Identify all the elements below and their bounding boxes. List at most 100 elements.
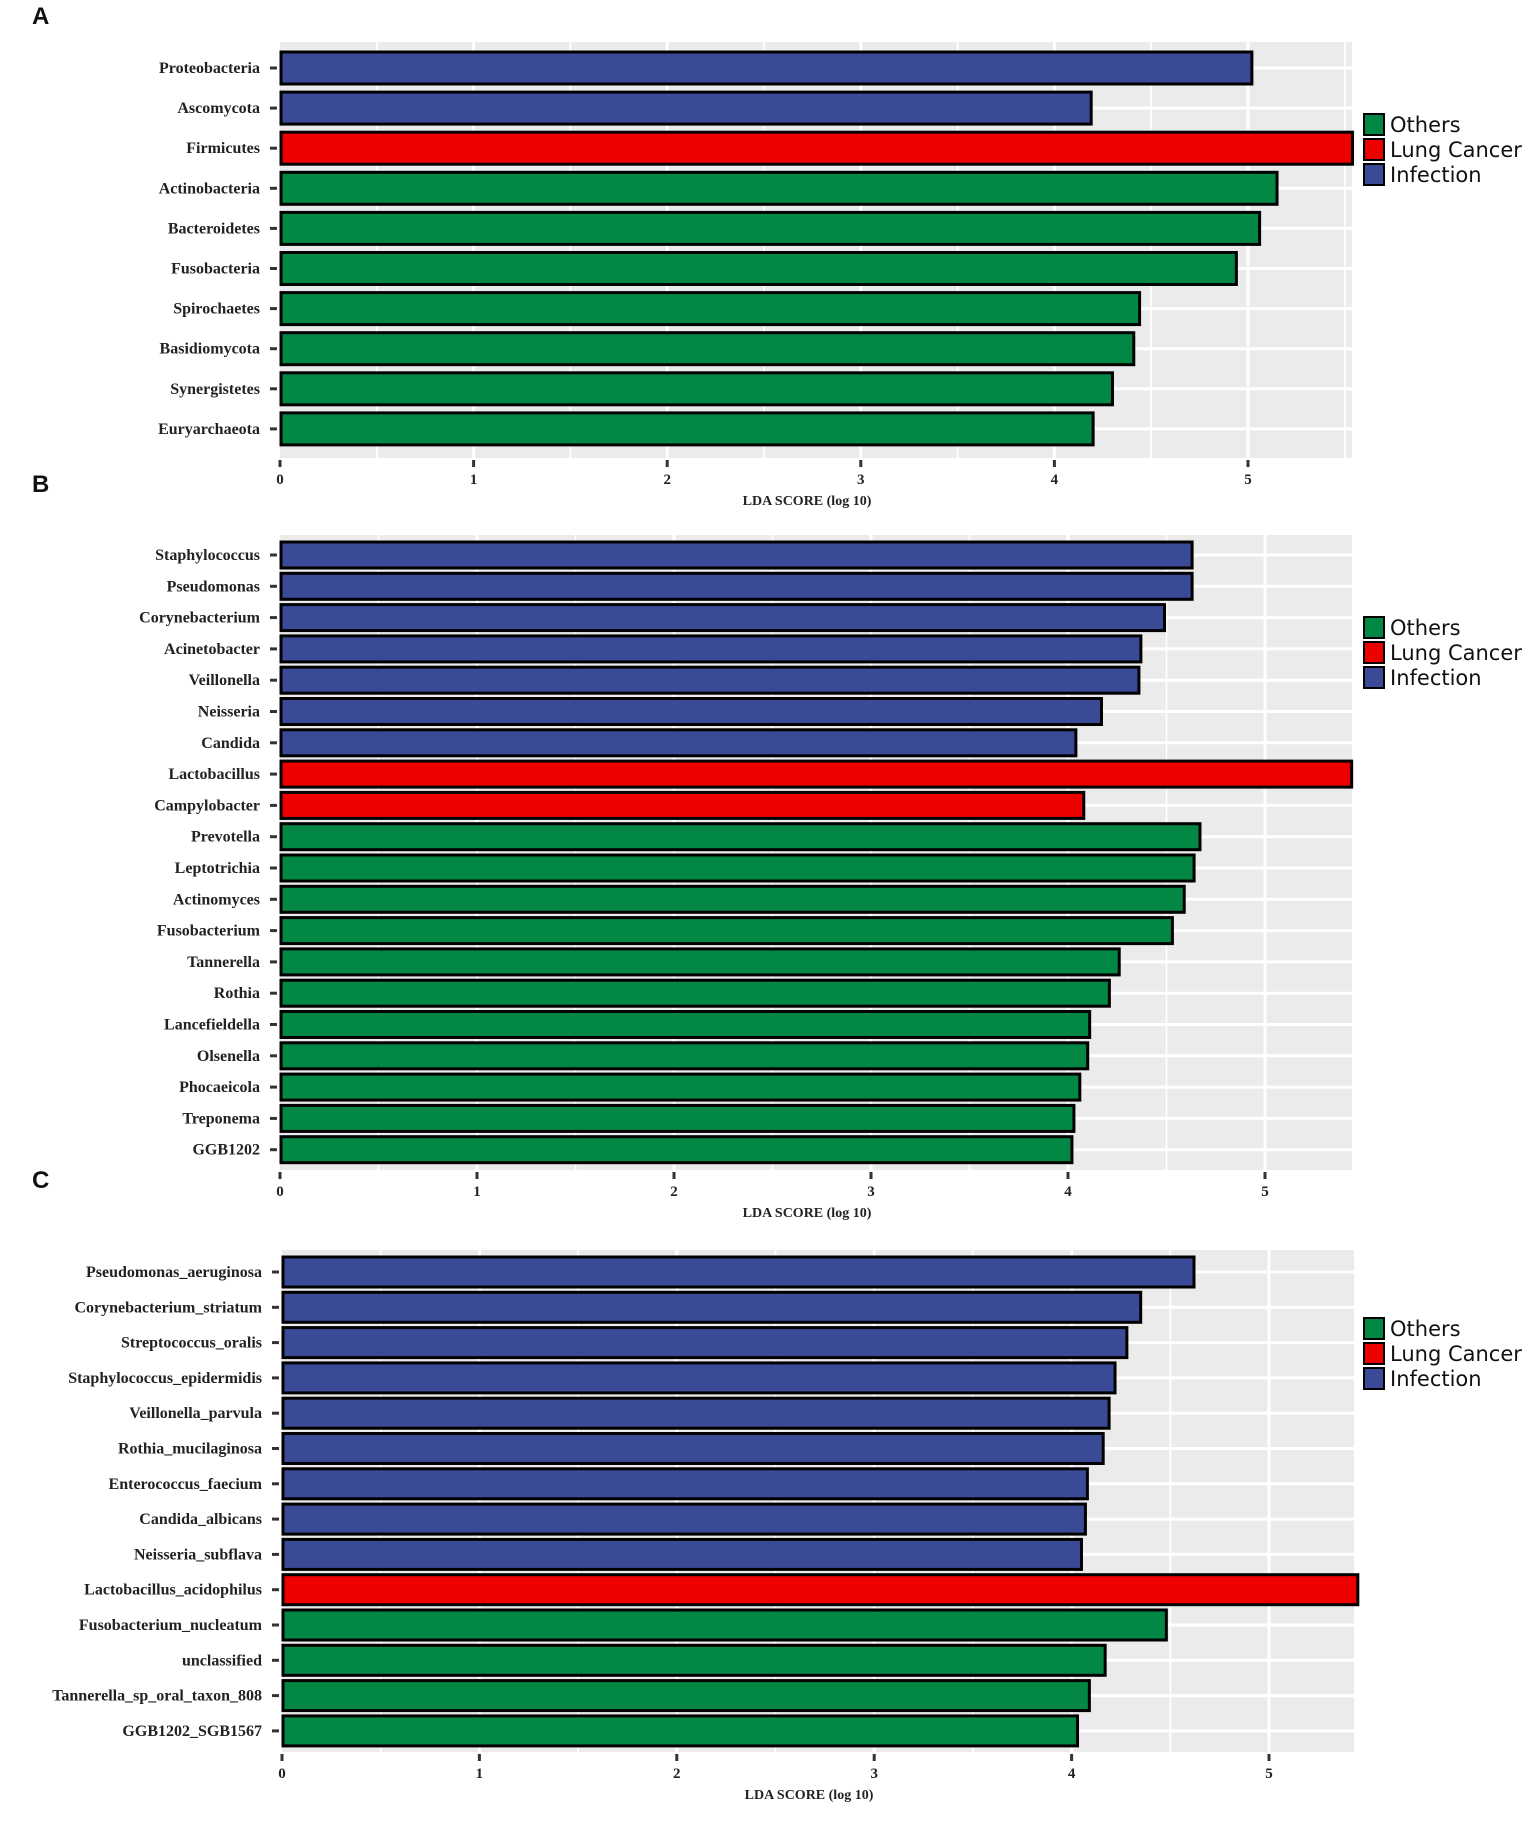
panel-B: B Staphylococcus Pseudomonas Corynebacteriu…: [32, 471, 1522, 1221]
bar-leptotrichia: [279, 853, 1196, 883]
legend-swatch: [1363, 641, 1385, 664]
panel-C: C Pseudomonas_aeruginosa Corynebacterium_s…: [32, 1167, 1522, 1803]
category-label: Staphylococcus: [155, 547, 260, 564]
bar-candida: [279, 728, 1078, 758]
category-label: Neisseria: [198, 704, 260, 721]
bar-veillonella-parvula: [281, 1396, 1111, 1430]
bar-tannerella-sp-oral-taxon-808: [281, 1679, 1091, 1713]
bar-rothia-mucilaginosa: [281, 1432, 1105, 1465]
category-label: Acinetobacter: [164, 641, 260, 658]
category-label: Veillonella_parvula: [129, 1405, 262, 1422]
category-label: Lactobacillus: [168, 766, 260, 783]
x-tick-label: 2: [670, 1184, 678, 1200]
bar-treponema: [279, 1103, 1076, 1133]
category-label: unclassified: [182, 1652, 262, 1669]
bar-tannerella: [279, 947, 1121, 977]
x-tick-label: 5: [1261, 1184, 1269, 1200]
panel-letter: B: [32, 471, 49, 498]
category-label: Streptococcus_oralis: [121, 1335, 262, 1352]
category-label: Veillonella: [189, 672, 260, 689]
bar-lancefieldella: [279, 1010, 1092, 1039]
legend-swatch: [1363, 113, 1385, 136]
x-tick-label: 0: [276, 1184, 284, 1200]
category-label: Prevotella: [191, 829, 260, 846]
category-label: Synergistetes: [170, 381, 260, 398]
x-tick-label: 5: [1265, 1766, 1273, 1782]
bar-proteobacteria: [279, 50, 1254, 86]
category-label: Corynebacterium: [139, 610, 261, 627]
x-tick-label: 5: [1244, 472, 1252, 488]
category-label: Treponema: [182, 1110, 260, 1127]
legend-label: Infection: [1390, 1367, 1482, 1391]
category-label: GGB1202_SGB1567: [122, 1723, 262, 1740]
category-label: Phocaeicola: [179, 1079, 260, 1096]
category-label: Actinomyces: [173, 891, 260, 908]
bar-unclassified: [281, 1643, 1107, 1677]
bar-fusobacterium: [279, 916, 1174, 946]
category-label: Pseudomonas: [167, 578, 260, 595]
bar-veillonella: [279, 665, 1141, 695]
category-label: Fusobacteria: [171, 261, 260, 278]
x-axis-title: LDA SCORE (log 10): [743, 1206, 872, 1221]
legend-label: Lung Cancer: [1390, 138, 1522, 162]
bar-ggb1202-sgb1567: [281, 1714, 1080, 1748]
x-tick-label: 4: [1064, 1184, 1072, 1200]
category-label: Tannerella_sp_oral_taxon_808: [52, 1688, 262, 1705]
bar-ascomycota: [279, 90, 1093, 126]
bar-euryarchaeota: [279, 411, 1095, 447]
legend-label: Others: [1390, 113, 1461, 137]
x-tick-label: 2: [673, 1766, 681, 1782]
bar-olsenella: [279, 1041, 1090, 1071]
bar-basidiomycota: [279, 331, 1136, 367]
category-label: Ascomycota: [177, 100, 260, 117]
bar-fusobacteria: [279, 251, 1238, 286]
category-label: Leptotrichia: [175, 860, 260, 877]
bar-pseudomonas-aeruginosa: [281, 1255, 1196, 1289]
category-label: Firmicutes: [186, 140, 260, 157]
category-label: Neisseria_subflava: [134, 1546, 262, 1563]
bar-enterococcus-faecium: [281, 1467, 1089, 1501]
bar-fusobacterium-nucleatum: [281, 1608, 1168, 1642]
bar-streptococcus-oralis: [281, 1326, 1129, 1360]
category-label: Spirochaetes: [173, 301, 260, 318]
bar-actinomyces: [279, 884, 1186, 914]
x-tick-label: 2: [663, 472, 671, 488]
bar-staphylococcus-epidermidis: [281, 1361, 1117, 1395]
category-label: Proteobacteria: [159, 60, 260, 77]
x-axis-title: LDA SCORE (log 10): [743, 494, 872, 509]
category-label: Corynebacterium_striatum: [74, 1299, 262, 1316]
bar-acinetobacter: [279, 634, 1143, 664]
bar-pseudomonas: [279, 571, 1194, 601]
bar-rothia: [279, 978, 1111, 1008]
x-tick-label: 4: [1051, 472, 1059, 488]
category-label: Olsenella: [197, 1048, 260, 1065]
legend-swatch: [1363, 138, 1385, 161]
bar-ggb1202: [279, 1135, 1074, 1165]
x-axis-title: LDA SCORE (log 10): [745, 1788, 874, 1803]
legend-swatch: [1363, 1317, 1385, 1340]
category-label: Rothia: [214, 985, 260, 1002]
bar-synergistetes: [279, 371, 1114, 407]
bar-campylobacter: [279, 790, 1086, 820]
bar-spirochaetes: [279, 291, 1142, 327]
x-tick-label: 3: [870, 1766, 878, 1782]
legend-label: Others: [1390, 1317, 1461, 1341]
category-label: Campylobacter: [154, 797, 260, 814]
category-label: Staphylococcus_epidermidis: [68, 1370, 262, 1387]
legend-label: Infection: [1390, 163, 1482, 187]
x-tick-label: 4: [1068, 1766, 1076, 1782]
bar-corynebacterium-striatum: [281, 1290, 1143, 1324]
category-label: Tannerella: [187, 954, 260, 971]
category-label: Pseudomonas_aeruginosa: [86, 1264, 262, 1281]
bar-candida-albicans: [281, 1502, 1087, 1536]
legend-swatch: [1363, 666, 1385, 689]
legend-swatch: [1363, 163, 1385, 186]
x-tick-label: 3: [867, 1184, 875, 1200]
panel-letter: A: [32, 3, 49, 30]
category-label: Fusobacterium: [157, 923, 261, 940]
bar-prevotella: [279, 822, 1202, 852]
